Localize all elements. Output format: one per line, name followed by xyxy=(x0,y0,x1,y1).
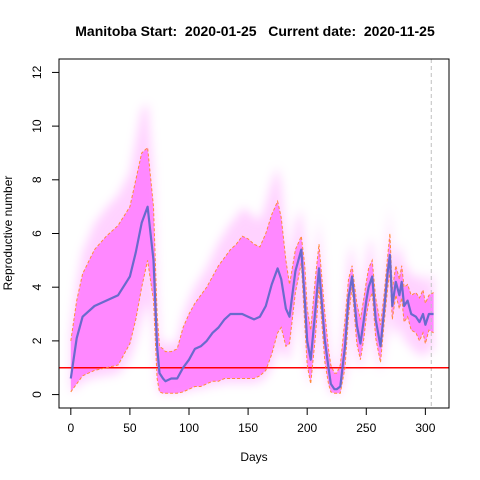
x-tick-label: 250 xyxy=(356,421,376,435)
y-tick-label: 12 xyxy=(30,65,44,79)
chart-title: Manitoba Start: 2020-01-25 Current date:… xyxy=(75,23,435,39)
x-axis-label: Days xyxy=(240,450,267,464)
median-line xyxy=(69,205,434,391)
y-axis-label: Reproductive number xyxy=(1,176,15,291)
upper-bound-line xyxy=(70,146,434,374)
plot-area xyxy=(59,59,449,408)
x-tick-label: 100 xyxy=(179,421,199,435)
x-tick-label: 300 xyxy=(415,421,435,435)
x-tick-label: 0 xyxy=(67,421,74,435)
y-tick-label: 6 xyxy=(30,230,44,237)
y-tick-label: 4 xyxy=(30,284,44,291)
x-tick-label: 50 xyxy=(123,421,137,435)
y-tick-label: 10 xyxy=(30,119,44,133)
y-tick-label: 8 xyxy=(30,176,44,183)
y-tick-label: 2 xyxy=(30,337,44,344)
x-tick-label: 200 xyxy=(297,421,317,435)
y-axis: 0 2 4 6 8 10 12 xyxy=(30,65,60,398)
y-tick-label: 0 xyxy=(30,391,44,398)
uncertainty-band xyxy=(70,147,434,394)
x-tick-label: 150 xyxy=(238,421,258,435)
x-axis: 0 50 100 150 200 250 300 xyxy=(67,407,436,435)
